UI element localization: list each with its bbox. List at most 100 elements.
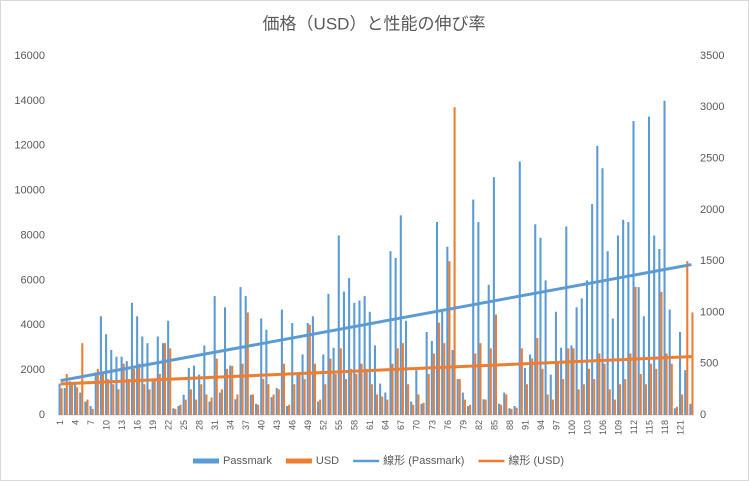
x-tick-label: 28: [195, 420, 205, 430]
bar: [482, 399, 485, 415]
bar: [174, 408, 177, 415]
bar: [489, 348, 492, 415]
bar: [469, 404, 472, 415]
bar: [500, 404, 503, 415]
bar: [448, 261, 451, 415]
bar: [306, 323, 309, 415]
bar: [432, 353, 435, 415]
bar: [463, 399, 466, 415]
trendline: [60, 263, 692, 383]
bar: [353, 302, 356, 415]
bar: [60, 388, 63, 415]
bar: [94, 372, 97, 415]
bar: [76, 387, 79, 415]
bar: [234, 399, 237, 415]
bar: [529, 354, 532, 415]
bar: [241, 363, 244, 415]
x-tick-label: 43: [272, 420, 282, 430]
bar: [410, 401, 413, 415]
bar: [68, 381, 71, 415]
bar: [622, 219, 625, 415]
bar: [549, 374, 552, 415]
bar: [350, 368, 353, 415]
bar: [684, 370, 687, 415]
bar: [639, 373, 642, 415]
bar: [112, 384, 115, 415]
bar: [184, 399, 187, 415]
bar: [453, 107, 456, 416]
bar: [498, 403, 501, 415]
bar: [613, 399, 616, 415]
bar: [86, 399, 89, 415]
bar: [213, 296, 216, 415]
x-tick-label: 82: [474, 420, 484, 430]
bar: [619, 384, 622, 415]
bar: [291, 323, 294, 415]
bar: [668, 309, 671, 415]
bar: [156, 336, 159, 415]
bar: [74, 383, 77, 415]
y2-tick-label: 3000: [700, 101, 724, 113]
bar: [541, 368, 544, 415]
bar: [467, 406, 470, 415]
bar: [401, 343, 404, 415]
bar: [525, 384, 529, 415]
bar: [663, 100, 666, 415]
bar: [169, 348, 172, 415]
bar: [670, 363, 673, 415]
bar: [474, 353, 477, 415]
y-tick-label: 6000: [21, 274, 45, 286]
bar: [260, 318, 263, 415]
bar: [91, 408, 94, 415]
bar: [644, 384, 647, 415]
y-tick-label: 10000: [14, 185, 45, 197]
x-tick-label: 49: [303, 420, 313, 430]
bar: [451, 349, 454, 415]
bar: [368, 311, 371, 415]
bar: [634, 286, 637, 415]
x-tick-label: 73: [427, 420, 437, 430]
x-tick-label: 25: [179, 420, 189, 430]
x-tick-label: 22: [164, 420, 174, 430]
bar: [198, 374, 201, 415]
x-tick-label: 52: [319, 420, 329, 430]
bar: [606, 251, 609, 415]
bar: [81, 343, 84, 415]
y-tick-label: 4000: [21, 319, 45, 331]
y-tick-label: 8000: [21, 229, 45, 241]
bar: [565, 226, 568, 415]
bar: [373, 345, 376, 415]
bar: [443, 343, 446, 415]
bar: [355, 373, 358, 415]
bar: [89, 406, 92, 415]
bar: [107, 379, 110, 415]
bar: [101, 373, 105, 415]
bar: [117, 389, 120, 415]
x-tick-label: 67: [396, 420, 406, 430]
bar: [167, 320, 170, 415]
bar: [518, 161, 521, 415]
bar: [417, 394, 420, 415]
bar: [255, 403, 258, 415]
bar: [189, 389, 192, 415]
y2-tick-label: 1500: [700, 255, 724, 267]
bar: [679, 331, 682, 415]
x-tick-label: 112: [629, 420, 639, 434]
bar: [267, 384, 270, 415]
bar: [187, 367, 190, 415]
bar: [456, 379, 459, 415]
legend-swatch: [353, 459, 380, 463]
bar: [249, 394, 252, 415]
bar: [329, 358, 332, 415]
legend-label: USD: [316, 455, 339, 467]
bar: [348, 278, 351, 415]
bar: [510, 408, 513, 415]
bar: [585, 280, 588, 415]
x-tick-label: 46: [288, 420, 298, 430]
bar: [360, 363, 363, 415]
bar: [58, 383, 61, 415]
bar: [520, 348, 523, 415]
bar: [334, 373, 337, 415]
bar: [280, 309, 283, 415]
bar: [603, 363, 606, 415]
